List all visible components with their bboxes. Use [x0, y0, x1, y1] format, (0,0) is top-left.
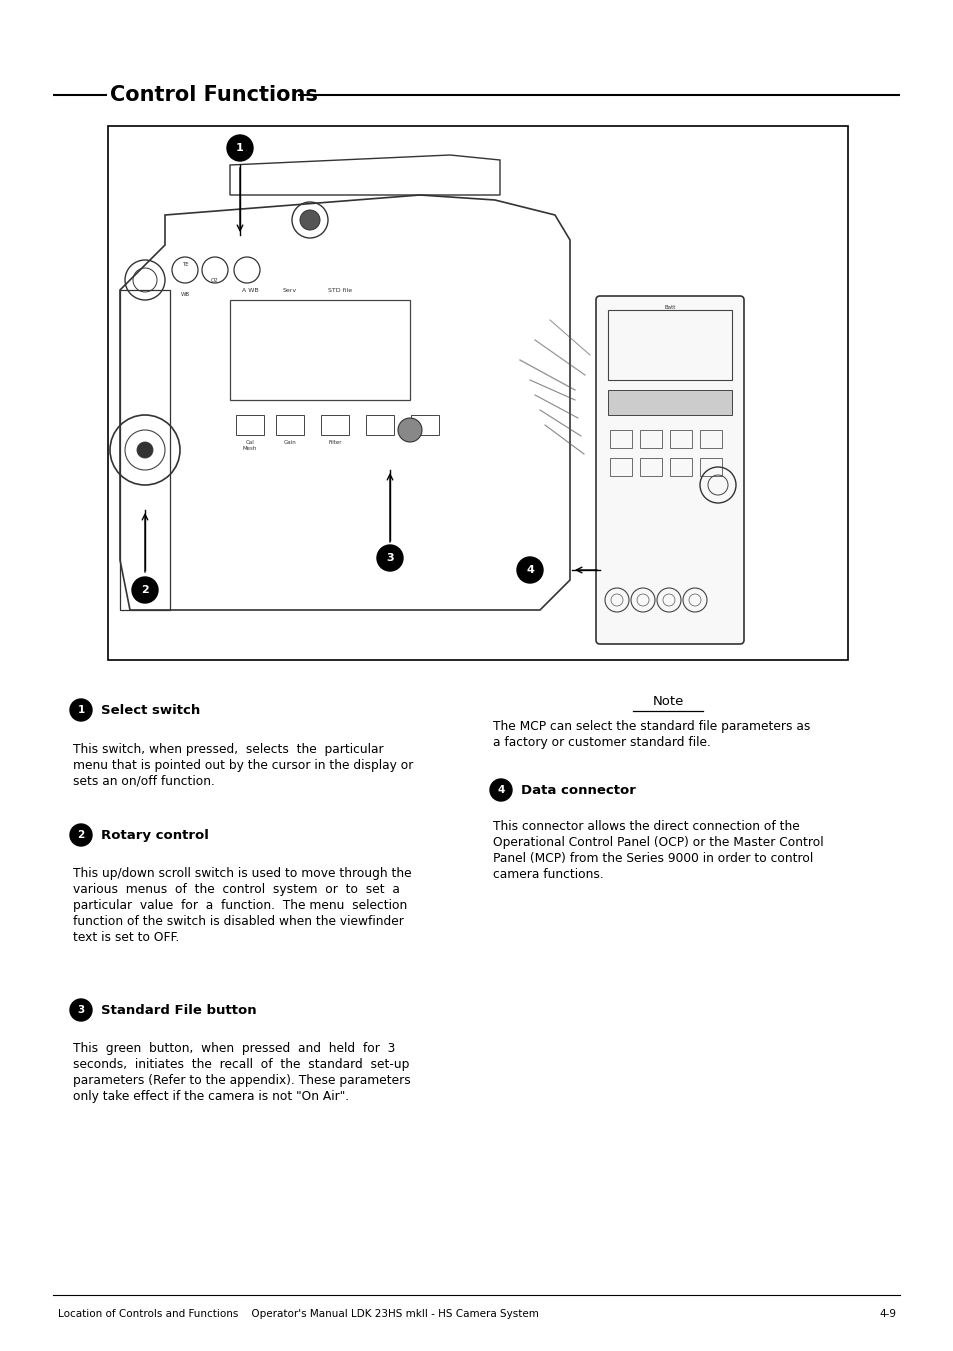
Text: Location of Controls and Functions    Operator's Manual LDK 23HS mkII - HS Camer: Location of Controls and Functions Opera… [58, 1309, 538, 1319]
Bar [366, 415, 394, 435]
Bar [235, 415, 264, 435]
Text: WB: WB [180, 293, 190, 297]
Text: Serv: Serv [283, 288, 296, 293]
Text: TE: TE [181, 262, 188, 267]
Text: O2: O2 [211, 277, 218, 282]
Circle shape [397, 417, 421, 442]
Text: A WB: A WB [241, 288, 258, 293]
Text: Filter: Filter [328, 440, 341, 444]
Circle shape [299, 209, 319, 230]
Text: 1: 1 [77, 705, 85, 715]
Circle shape [70, 698, 91, 721]
Text: 3: 3 [77, 1005, 85, 1015]
Text: camera functions.: camera functions. [493, 867, 603, 881]
Text: text is set to OFF.: text is set to OFF. [73, 931, 179, 944]
Bar [669, 430, 691, 449]
Bar [609, 458, 631, 476]
Text: Panel (MCP) from the Series 9000 in order to control: Panel (MCP) from the Series 9000 in orde… [493, 852, 812, 865]
Text: STD file: STD file [328, 288, 352, 293]
Text: 4: 4 [497, 785, 504, 794]
Text: This connector allows the direct connection of the: This connector allows the direct connect… [493, 820, 799, 834]
Circle shape [137, 442, 152, 458]
Text: Data connector: Data connector [520, 784, 636, 797]
Circle shape [376, 544, 402, 571]
Bar [230, 300, 410, 400]
Text: Cal
Mesh: Cal Mesh [243, 440, 257, 451]
Text: only take effect if the camera is not "On Air".: only take effect if the camera is not "O… [73, 1090, 349, 1102]
Bar [609, 430, 631, 449]
Bar [108, 126, 847, 661]
Circle shape [227, 135, 253, 161]
Text: 2: 2 [77, 830, 85, 840]
Text: This up/down scroll switch is used to move through the: This up/down scroll switch is used to mo… [73, 867, 411, 880]
Text: particular  value  for  a  function.  The menu  selection: particular value for a function. The men… [73, 898, 407, 912]
Text: parameters (Refer to the appendix). These parameters: parameters (Refer to the appendix). Thes… [73, 1074, 411, 1088]
Text: This switch, when pressed,  selects  the  particular: This switch, when pressed, selects the p… [73, 743, 383, 757]
Circle shape [70, 824, 91, 846]
FancyBboxPatch shape [596, 296, 743, 644]
Text: Control Functions: Control Functions [110, 85, 317, 105]
Text: 1: 1 [236, 143, 244, 153]
Text: Operational Control Panel (OCP) or the Master Control: Operational Control Panel (OCP) or the M… [493, 836, 822, 848]
Text: a factory or customer standard file.: a factory or customer standard file. [493, 736, 710, 748]
Text: Select switch: Select switch [101, 704, 200, 716]
Bar [411, 415, 438, 435]
Bar [275, 415, 304, 435]
Circle shape [70, 998, 91, 1021]
Bar [639, 458, 661, 476]
Bar [700, 430, 721, 449]
Circle shape [490, 780, 512, 801]
Bar [639, 430, 661, 449]
Text: menu that is pointed out by the cursor in the display or: menu that is pointed out by the cursor i… [73, 759, 413, 771]
Bar [607, 390, 731, 415]
Text: The MCP can select the standard file parameters as: The MCP can select the standard file par… [493, 720, 809, 734]
Text: various  menus  of  the  control  system  or  to  set  a: various menus of the control system or t… [73, 884, 399, 896]
Bar [669, 458, 691, 476]
Text: Batt: Batt [663, 305, 675, 309]
Bar [700, 458, 721, 476]
Text: 4: 4 [525, 565, 534, 576]
Text: Standard File button: Standard File button [101, 1004, 256, 1016]
Text: 2: 2 [141, 585, 149, 594]
Text: sets an on/off function.: sets an on/off function. [73, 775, 214, 788]
Text: 4-9: 4-9 [878, 1309, 895, 1319]
Bar [120, 290, 170, 611]
Text: Gain: Gain [283, 440, 296, 444]
Circle shape [132, 577, 158, 603]
Bar [320, 415, 349, 435]
Bar [607, 309, 731, 380]
Text: seconds,  initiates  the  recall  of  the  standard  set-up: seconds, initiates the recall of the sta… [73, 1058, 409, 1071]
Text: This  green  button,  when  pressed  and  held  for  3: This green button, when pressed and held… [73, 1042, 395, 1055]
Text: 3: 3 [386, 553, 394, 563]
Circle shape [517, 557, 542, 584]
Text: Rotary control: Rotary control [101, 828, 209, 842]
Text: function of the switch is disabled when the viewfinder: function of the switch is disabled when … [73, 915, 403, 928]
Text: Note: Note [652, 694, 683, 708]
